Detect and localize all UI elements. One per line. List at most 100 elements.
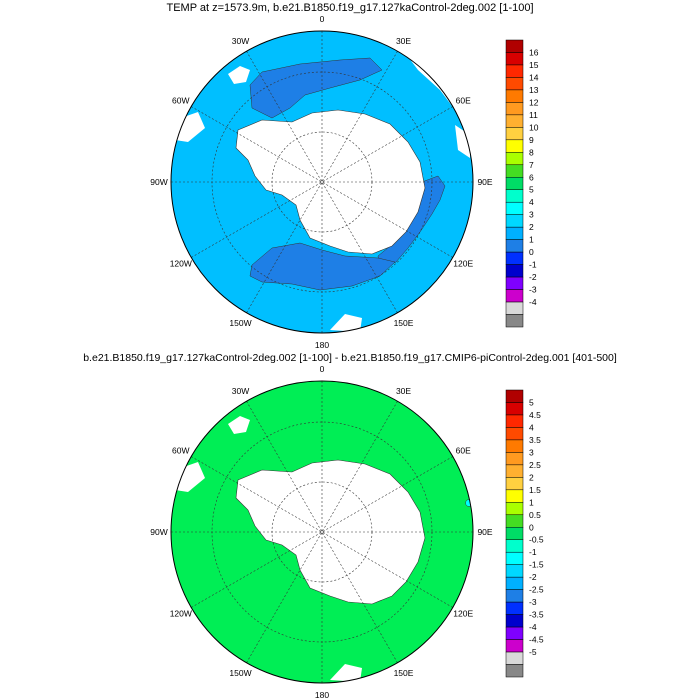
bottom-colorbar-box: [505, 626, 524, 640]
bottom-ice-patch-3: [330, 664, 362, 682]
bottom-lon-label: 30W: [232, 386, 249, 396]
bottom-colorbar-box: [505, 539, 524, 553]
top-colorbar-box: [505, 52, 524, 66]
bottom-colorbar-label: 5: [529, 397, 534, 407]
bottom-lon-label: 150E: [394, 668, 414, 678]
top-antarctica: [235, 109, 426, 255]
top-colorbar-label: 6: [529, 172, 534, 182]
top-panel-title: TEMP at z=1573.9m, b.e21.B1850.f19_g17.1…: [166, 2, 534, 14]
top-colorbar-label: -2: [529, 272, 537, 282]
top-colorbar-label: -1: [529, 260, 537, 270]
top-colorbar-label: 11: [529, 110, 538, 120]
bottom-colorbar-box: [505, 564, 524, 578]
top-ice-patch-1: [228, 66, 250, 84]
top-lon-label: 60E: [456, 96, 471, 106]
top-colorbar-box: [505, 102, 524, 116]
top-ice-patch-4: [330, 314, 362, 332]
bottom-colorbar-box: [505, 527, 524, 540]
top-colorbar-box: [505, 226, 524, 240]
top-colorbar-label: 0: [529, 247, 534, 257]
bottom-cyan-spot: [465, 499, 473, 507]
bottom-ice-patch-1: [228, 416, 250, 434]
bottom-colorbar-label: 3: [529, 447, 534, 457]
bottom-colorbar-box: [505, 576, 524, 590]
bottom-colorbar-box: [505, 389, 524, 403]
bottom-colorbar-label: -4.5: [529, 635, 544, 645]
top-dark-region-north: [249, 57, 383, 119]
bottom-colorbar-box: [505, 464, 524, 478]
bottom-longitude-labels: 0 30E 60E 90E 120E 150E 180 150W 120W 90W 60W 30W: [150, 364, 493, 700]
bottom-colorbar-box: [505, 514, 524, 528]
top-colorbar-box: [505, 177, 524, 190]
top-colorbar-box: [505, 314, 524, 328]
bottom-colorbar-label: -2: [529, 572, 537, 582]
top-colorbar-label: 8: [529, 147, 534, 157]
bottom-colorbar-label: -1.5: [529, 560, 544, 570]
bottom-colorbar-box: [505, 551, 524, 565]
top-lon-label: 0: [320, 14, 325, 24]
bottom-colorbar-label: 3.5: [529, 435, 541, 445]
bottom-lon-label: 30E: [396, 386, 411, 396]
top-colorbar-label: 13: [529, 85, 539, 95]
bottom-colorbar-label: -3.5: [529, 610, 544, 620]
top-lon-label: 150W: [229, 318, 251, 328]
top-colorbar-box: [505, 77, 524, 91]
bottom-colorbar-label: 2.5: [529, 460, 541, 470]
bottom-lon-label: 60W: [172, 446, 189, 456]
bottom-colorbar-label: 2: [529, 472, 534, 482]
bottom-map: [170, 380, 474, 684]
top-lon-label: 30E: [396, 36, 411, 46]
bottom-colorbar-label: 1: [529, 497, 534, 507]
top-colorbar-label: 10: [529, 122, 539, 132]
bottom-colorbar-box: [505, 452, 524, 466]
bottom-colorbar-label: -3: [529, 597, 537, 607]
top-lon-label: 150E: [394, 318, 414, 328]
bottom-colorbar-box: [505, 427, 524, 441]
top-lon-label: 120E: [453, 259, 473, 269]
top-colorbar-label: 5: [529, 185, 534, 195]
bottom-colorbar-box: [505, 477, 524, 491]
top-lon-label: 60W: [172, 96, 189, 106]
top-colorbar-box: [505, 289, 524, 303]
bottom-lon-label: 150W: [229, 668, 251, 678]
bottom-lon-label: 90E: [477, 527, 492, 537]
bottom-colorbar-box: [505, 439, 524, 453]
bottom-colorbar-box: [505, 489, 524, 503]
top-colorbar-label: 16: [529, 47, 539, 57]
top-colorbar-box: [505, 201, 524, 215]
bottom-colorbar-box: [505, 502, 524, 516]
top-colorbar-label: -4: [529, 297, 537, 307]
bottom-lon-label: 60E: [456, 446, 471, 456]
top-colorbar-box: [505, 114, 524, 128]
top-colorbar-box: [505, 127, 524, 141]
bottom-graticule: [171, 381, 473, 683]
top-colorbar-box: [505, 152, 524, 166]
bottom-colorbar-label: 4.5: [529, 410, 541, 420]
bottom-colorbar-box: [505, 614, 524, 628]
bottom-lon-label: 120E: [453, 609, 473, 619]
top-graticule: [171, 31, 473, 333]
top-colorbar-box: [505, 189, 524, 203]
bottom-colorbar-label: -0.5: [529, 535, 544, 545]
top-colorbar-box: [505, 239, 524, 253]
top-colorbar-box: [505, 164, 524, 178]
bottom-lon-label: 180: [315, 690, 329, 700]
bottom-colorbar-box: [505, 589, 524, 603]
top-dark-region-south: [249, 242, 396, 291]
top-lon-label: 120W: [170, 259, 192, 269]
bottom-colorbar-label: -5: [529, 647, 537, 657]
top-colorbar-box: [505, 39, 524, 53]
top-colorbar-box: [505, 301, 524, 315]
top-colorbar-label: 9: [529, 135, 534, 145]
top-map: [170, 30, 474, 334]
bottom-colorbar: 5 4.5 4 3.5 3 2.5 2 1.5 1 0.5 0 -0.5 -1 -1.5 -2 -2.5 -3 -…: [505, 389, 544, 678]
top-colorbar-label: 15: [529, 60, 539, 70]
top-lon-label: 90W: [150, 177, 167, 187]
bottom-colorbar-label: -2.5: [529, 585, 544, 595]
top-colorbar-box: [505, 64, 524, 78]
bottom-colorbar-box: [505, 664, 524, 678]
top-lon-label: 30W: [232, 36, 249, 46]
bottom-antarctica: [235, 459, 426, 605]
